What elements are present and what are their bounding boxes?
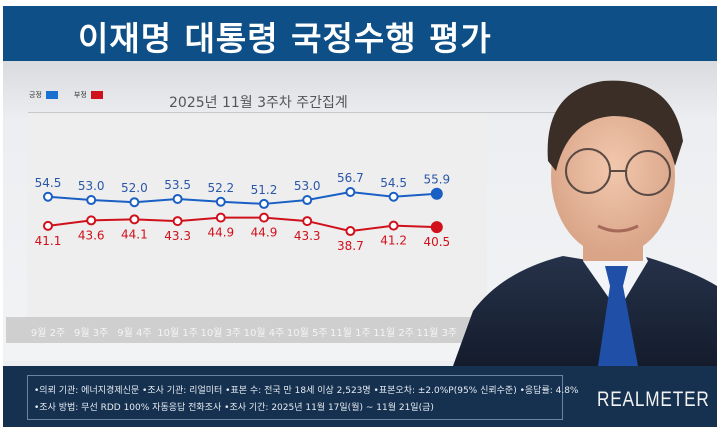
data-point (215, 212, 226, 223)
data-label: 44.9 (207, 226, 234, 240)
x-axis-label: 10월 5주 (286, 328, 328, 339)
survey-details-line-1: •의뢰 기관: 에너지경제신문 •조사 기관: 리얼미터 •표본 수: 전국 만… (34, 386, 579, 396)
title-banner: 이재명 대통령 국정수행 평가 (3, 6, 717, 61)
chart-subtitle: 2025년 11월 3주차 주간집계 (169, 95, 348, 111)
data-label: 44.9 (251, 226, 278, 240)
series-line-approve (47, 190, 437, 205)
data-point (259, 198, 269, 209)
x-axis-label: 11월 1주 (330, 328, 371, 339)
data-label: 53.5 (164, 178, 191, 192)
x-axis-label: 10월 1주 (157, 328, 198, 339)
data-label: 40.5 (423, 235, 450, 249)
x-axis-label: 11월 2주 (373, 328, 414, 339)
data-label: 52.0 (121, 181, 148, 195)
line-chart: 54.5 53.0 52.0 53.5 52.2 51.2 53.0 56.7 54.5 55.9… (35, 171, 451, 253)
data-point (388, 191, 399, 202)
data-point (345, 226, 356, 237)
data-label: 53.0 (78, 179, 105, 193)
legend-swatch-approve (45, 91, 58, 99)
data-point (129, 214, 140, 225)
legend-label-approve: 긍정 (29, 91, 42, 99)
data-label: 41.2 (380, 234, 407, 248)
data-label: 51.2 (251, 183, 278, 197)
x-axis-label: 11월 3주 (416, 328, 458, 339)
data-point (86, 215, 97, 226)
data-point (345, 187, 356, 197)
data-label: 43.3 (294, 229, 321, 243)
data-label: 52.2 (207, 181, 234, 195)
data-point (129, 197, 140, 208)
legend-swatch-disapprove (90, 91, 103, 99)
data-label: 38.7 (337, 239, 364, 253)
president-portrait (453, 80, 717, 366)
data-label: 44.1 (121, 227, 148, 241)
plot-area (27, 114, 487, 317)
data-label: 56.7 (337, 171, 364, 185)
legend-label-disapprove: 부정 (73, 91, 87, 99)
series-line-disapprove (47, 216, 437, 233)
data-point (43, 220, 53, 231)
data-point (302, 195, 313, 206)
data-point (172, 193, 183, 204)
data-point (259, 212, 269, 223)
realmeter-logo: REALMETER (597, 388, 710, 411)
data-label: 55.9 (423, 173, 450, 187)
survey-info-footer: •의뢰 기관: 에너지경제신문 •조사 기관: 리얼미터 •표본 수: 전국 만… (3, 366, 717, 427)
divider (28, 112, 568, 113)
data-point (215, 196, 226, 207)
x-axis-label: 9월 3주 (74, 328, 109, 339)
data-point (430, 221, 443, 234)
data-point (430, 187, 443, 200)
data-label: 43.6 (78, 228, 105, 242)
x-axis-label: 9월 2주 (30, 328, 66, 339)
data-point (302, 216, 313, 227)
data-label: 53.0 (294, 179, 321, 193)
survey-details-box: •의뢰 기관: 에너지경제신문 •조사 기관: 리얼미터 •표본 수: 전국 만… (27, 375, 578, 420)
chart-legend: 긍정 부정 (29, 90, 103, 100)
x-axis-label: 10월 3주 (200, 328, 242, 339)
x-axis-band (6, 317, 487, 343)
data-point (86, 195, 97, 206)
survey-details-line-2: •조사 방법: 무선 RDD 100% 자동응답 전화조사 •조사 기간: 20… (34, 403, 434, 413)
data-label: 54.5 (35, 176, 62, 190)
data-label: 43.3 (164, 229, 191, 243)
data-label: 41.1 (35, 234, 62, 248)
poll-graphic: 이재명 대통령 국정수행 평가 긍정 부정 2025년 11월 3주차 주간집계… (3, 6, 717, 427)
x-axis-label: 10월 4주 (243, 328, 285, 339)
data-point (388, 220, 399, 231)
data-point (43, 191, 53, 202)
page-title: 이재명 대통령 국정수행 평가 (78, 19, 492, 58)
x-axis-label: 9월 4주 (117, 328, 152, 339)
data-label: 54.5 (380, 176, 407, 190)
data-point (172, 216, 183, 227)
